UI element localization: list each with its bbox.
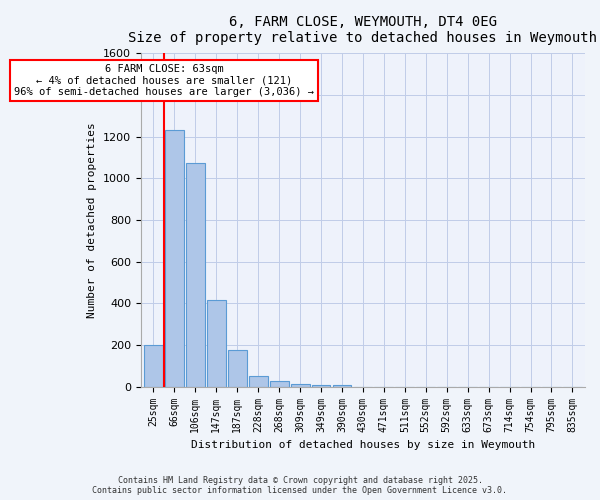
X-axis label: Distribution of detached houses by size in Weymouth: Distribution of detached houses by size … xyxy=(191,440,535,450)
Bar xyxy=(144,345,163,387)
Bar xyxy=(270,382,289,386)
Bar xyxy=(186,162,205,386)
Bar xyxy=(207,300,226,386)
Text: 6 FARM CLOSE: 63sqm
← 4% of detached houses are smaller (121)
96% of semi-detach: 6 FARM CLOSE: 63sqm ← 4% of detached hou… xyxy=(14,64,314,97)
Bar xyxy=(290,384,310,386)
Bar xyxy=(165,130,184,386)
Y-axis label: Number of detached properties: Number of detached properties xyxy=(88,122,97,318)
Bar xyxy=(311,384,331,386)
Bar xyxy=(332,384,352,386)
Text: Contains HM Land Registry data © Crown copyright and database right 2025.
Contai: Contains HM Land Registry data © Crown c… xyxy=(92,476,508,495)
Bar xyxy=(249,376,268,386)
Bar xyxy=(228,350,247,387)
Title: 6, FARM CLOSE, WEYMOUTH, DT4 0EG
Size of property relative to detached houses in: 6, FARM CLOSE, WEYMOUTH, DT4 0EG Size of… xyxy=(128,15,598,45)
